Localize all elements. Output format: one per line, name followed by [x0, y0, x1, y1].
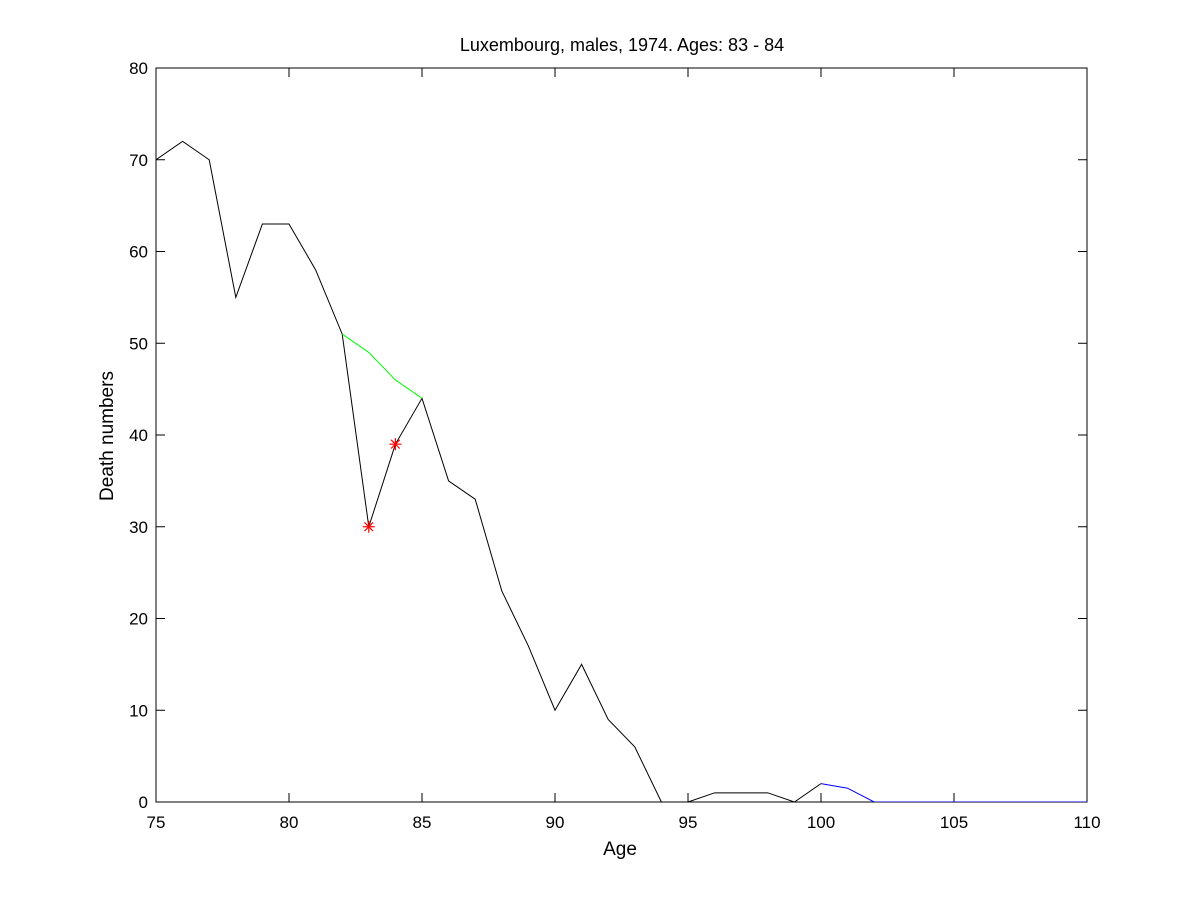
x-tick-label: 110: [1073, 813, 1100, 832]
x-tick-label: 105: [940, 813, 968, 832]
y-tick-label: 20: [129, 610, 148, 629]
x-tick-label: 90: [546, 813, 565, 832]
y-tick-label: 80: [129, 59, 148, 78]
y-tick-label: 60: [129, 243, 148, 262]
series-line-0: [156, 140, 822, 802]
y-tick-label: 0: [139, 793, 148, 812]
data-point-marker: [362, 520, 375, 533]
series-line-2: [820, 783, 1087, 802]
marker-stroke: [390, 439, 401, 449]
data-point-marker: [389, 438, 402, 451]
y-axis-title: Death numbers: [97, 371, 118, 501]
x-tick-label: 85: [413, 813, 432, 832]
marker-stroke: [364, 522, 374, 532]
chart-title: Luxembourg, males, 1974. Ages: 83 - 84: [460, 35, 784, 55]
axes-box: [155, 67, 1088, 803]
y-tick-label: 30: [129, 518, 148, 537]
x-tick-label: 100: [807, 813, 835, 832]
x-tick-label: 95: [679, 813, 698, 832]
y-tick-label: 40: [129, 426, 148, 445]
y-tick-label: 70: [129, 151, 148, 170]
y-tick-label: 50: [129, 334, 148, 353]
x-tick-label: 75: [147, 813, 166, 832]
y-tick-label: 10: [129, 701, 148, 720]
plot-area: 75 80 85 90 95 100 105 110 0 10 20 30 40 50 60 70 80: [129, 59, 1100, 832]
series-line-1: [341, 333, 423, 399]
x-axis-title: Age: [603, 839, 637, 860]
x-tick-label: 80: [280, 813, 299, 832]
